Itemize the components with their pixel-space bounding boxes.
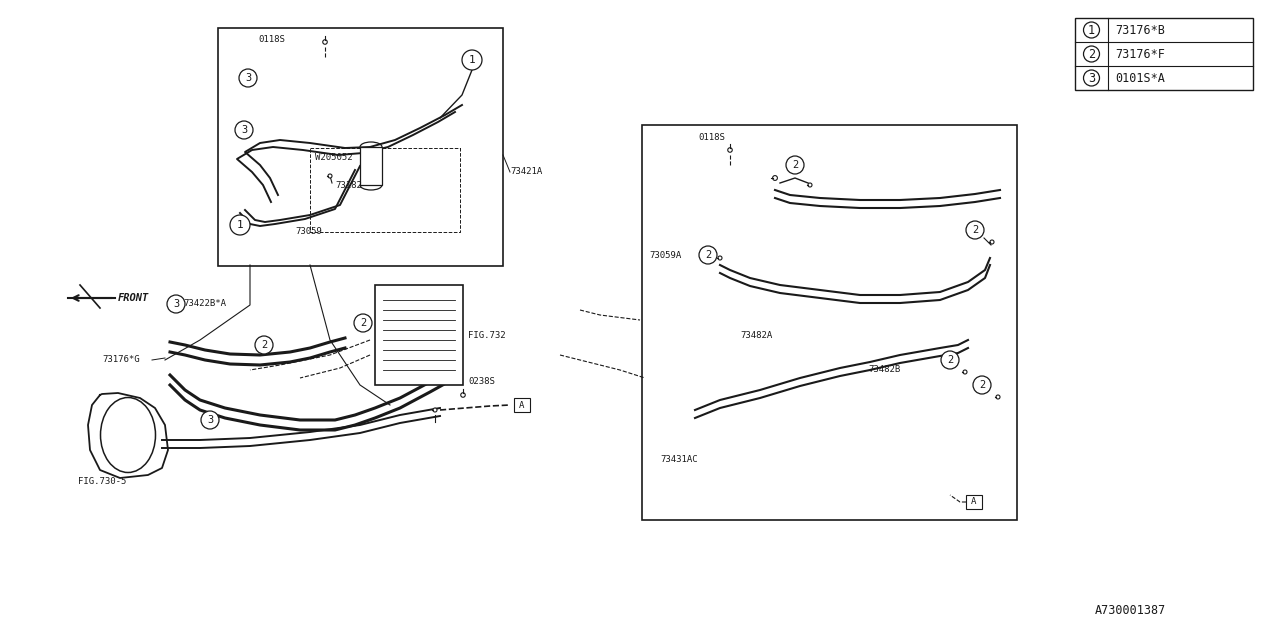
Circle shape [989,240,995,244]
Circle shape [966,221,984,239]
Text: 0118S: 0118S [698,134,724,143]
Text: 2: 2 [261,340,268,350]
Text: 73176*G: 73176*G [102,355,140,365]
Text: FRONT: FRONT [118,293,150,303]
Text: A: A [972,497,977,506]
Circle shape [718,256,722,260]
Text: 2: 2 [792,160,799,170]
Text: 1: 1 [468,55,475,65]
Text: A730001387: A730001387 [1094,604,1166,616]
Text: 73482B: 73482B [868,365,900,374]
Circle shape [236,121,253,139]
Bar [218,28,503,266]
Text: 3: 3 [207,415,214,425]
Bar [360,147,381,185]
Text: 2: 2 [979,380,986,390]
Text: 73422B*A: 73422B*A [183,300,227,308]
Text: 2: 2 [705,250,712,260]
Circle shape [728,148,732,152]
Text: 73421A: 73421A [509,168,543,177]
Circle shape [462,50,483,70]
Circle shape [166,295,186,313]
Ellipse shape [101,397,155,472]
Bar [966,495,982,509]
Text: 73059A: 73059A [649,250,681,259]
Text: 2: 2 [947,355,954,365]
Text: 73059: 73059 [294,227,321,237]
Circle shape [786,156,804,174]
Circle shape [461,393,465,397]
Bar [515,398,530,412]
Circle shape [255,336,273,354]
Text: 1: 1 [1088,24,1096,36]
Text: 0238S: 0238S [468,378,495,387]
Circle shape [1083,22,1100,38]
Text: 3: 3 [173,299,179,309]
Text: 2: 2 [360,318,366,328]
Text: FIG.730-5: FIG.730-5 [78,477,127,486]
Text: 73176*B: 73176*B [1115,24,1165,36]
Text: 73431AC: 73431AC [660,456,698,465]
Circle shape [963,370,966,374]
Text: 73176*F: 73176*F [1115,47,1165,61]
Text: 2: 2 [972,225,978,235]
Circle shape [433,408,436,412]
Circle shape [230,215,250,235]
Text: A: A [520,401,525,410]
Text: 2: 2 [1088,47,1096,61]
Circle shape [808,183,812,187]
Circle shape [323,40,328,44]
Text: 0118S: 0118S [259,35,285,45]
Text: 0101S*A: 0101S*A [1115,72,1165,84]
Circle shape [328,174,332,178]
Text: 1: 1 [237,220,243,230]
Circle shape [699,246,717,264]
Text: 73182: 73182 [335,180,362,189]
Text: 73482A: 73482A [740,330,772,339]
Circle shape [1083,46,1100,62]
Circle shape [773,175,777,180]
Circle shape [355,314,372,332]
Circle shape [941,351,959,369]
Text: W205052: W205052 [315,154,352,163]
Circle shape [1083,70,1100,86]
Circle shape [201,411,219,429]
Text: 3: 3 [244,73,251,83]
Text: FIG.732: FIG.732 [468,330,506,339]
Bar [643,125,1018,520]
Bar [1075,18,1253,90]
Circle shape [996,395,1000,399]
Bar [375,285,463,385]
Circle shape [973,376,991,394]
Circle shape [239,69,257,87]
Text: 3: 3 [1088,72,1096,84]
Text: 3: 3 [241,125,247,135]
